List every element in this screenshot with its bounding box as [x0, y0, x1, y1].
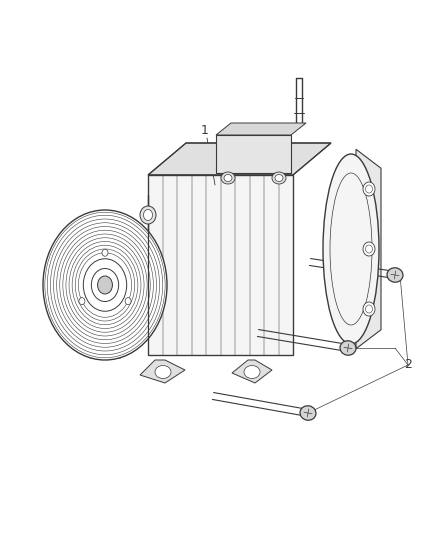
Ellipse shape — [102, 249, 108, 256]
Polygon shape — [148, 175, 293, 355]
Text: 1: 1 — [201, 124, 209, 136]
Ellipse shape — [224, 174, 232, 182]
Ellipse shape — [83, 259, 127, 311]
Ellipse shape — [363, 242, 375, 256]
Polygon shape — [232, 360, 272, 383]
Ellipse shape — [221, 172, 235, 184]
Ellipse shape — [155, 366, 171, 378]
Ellipse shape — [92, 269, 119, 302]
Ellipse shape — [300, 406, 316, 420]
Ellipse shape — [98, 276, 113, 294]
Polygon shape — [216, 123, 306, 135]
Polygon shape — [216, 135, 291, 173]
Polygon shape — [140, 360, 185, 383]
Ellipse shape — [244, 366, 260, 378]
Ellipse shape — [363, 182, 375, 196]
Ellipse shape — [79, 297, 85, 305]
Ellipse shape — [275, 174, 283, 182]
Ellipse shape — [144, 209, 152, 221]
Ellipse shape — [140, 206, 156, 224]
Ellipse shape — [272, 172, 286, 184]
Polygon shape — [356, 149, 381, 349]
Polygon shape — [148, 143, 331, 175]
Ellipse shape — [125, 297, 131, 305]
Text: 2: 2 — [404, 359, 412, 372]
Ellipse shape — [363, 302, 375, 316]
Ellipse shape — [43, 210, 167, 360]
Ellipse shape — [340, 341, 356, 355]
Ellipse shape — [387, 268, 403, 282]
Ellipse shape — [323, 154, 379, 344]
